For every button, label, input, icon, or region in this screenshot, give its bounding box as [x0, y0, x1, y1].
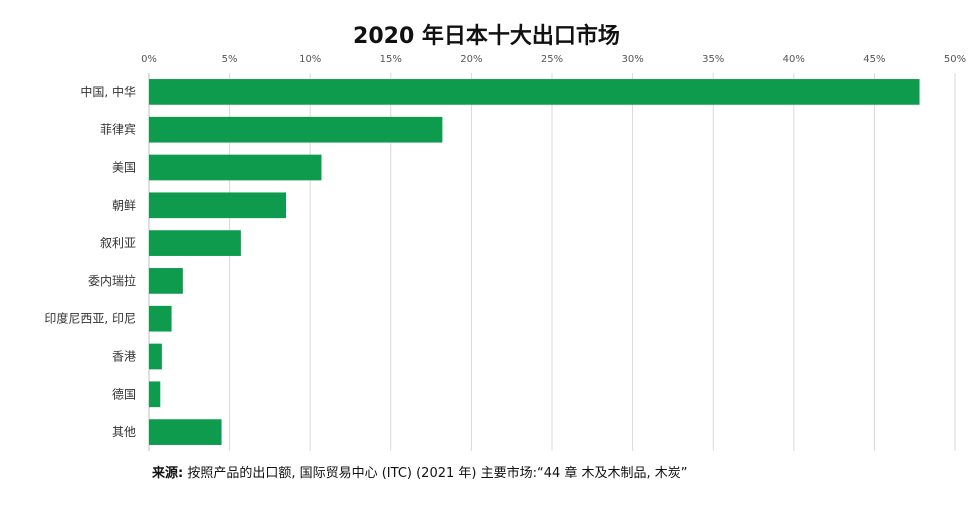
bar — [149, 79, 920, 105]
bar — [149, 192, 287, 219]
category-label: 委内瑞拉 — [88, 273, 136, 288]
bar — [149, 305, 172, 332]
x-tick-label: 25% — [541, 54, 563, 65]
bar — [149, 381, 161, 408]
x-tick-label: 15% — [380, 54, 402, 65]
category-label: 香港 — [112, 350, 136, 364]
x-tick-label: 0% — [141, 54, 157, 65]
x-tick-label: 10% — [299, 54, 321, 65]
category-label: 菲律宾 — [100, 122, 136, 137]
category-label: 叙利亚 — [100, 236, 136, 250]
x-tick-label: 5% — [222, 54, 238, 65]
x-tick-label: 40% — [783, 54, 805, 65]
x-tick-label: 30% — [621, 54, 643, 65]
category-label: 美国 — [112, 161, 136, 175]
x-tick-label: 45% — [863, 54, 885, 65]
category-label: 德国 — [112, 386, 136, 401]
x-tick-label: 50% — [944, 54, 966, 65]
category-label: 印度尼西亚, 印尼 — [44, 311, 136, 326]
source-note: 来源: 按照产品的出口额, 国际贸易中心 (ITC) (2021 年) 主要市场… — [152, 462, 688, 481]
x-axis-ticks: 0% 5% 10% 15% 20% 25% 30% 35% 40% 45% 50% — [141, 54, 966, 65]
bar — [149, 116, 443, 143]
x-tick-label: 20% — [460, 54, 482, 65]
bar — [149, 268, 183, 294]
x-tick-label: 35% — [702, 54, 724, 65]
bars — [149, 79, 920, 445]
category-label: 朝鲜 — [112, 198, 136, 212]
chart-title: 2020 年日本十大出口市场 — [353, 24, 620, 49]
source-prefix: 来源: — [152, 466, 184, 481]
bar — [149, 419, 222, 445]
bar — [149, 343, 162, 370]
source-text: 按照产品的出口额, 国际贸易中心 (ITC) (2021 年) 主要市场:“44… — [183, 466, 688, 481]
category-label: 中国, 中华 — [80, 84, 136, 99]
bar — [149, 154, 322, 181]
bar — [149, 230, 241, 256]
category-label: 其他 — [112, 425, 136, 439]
